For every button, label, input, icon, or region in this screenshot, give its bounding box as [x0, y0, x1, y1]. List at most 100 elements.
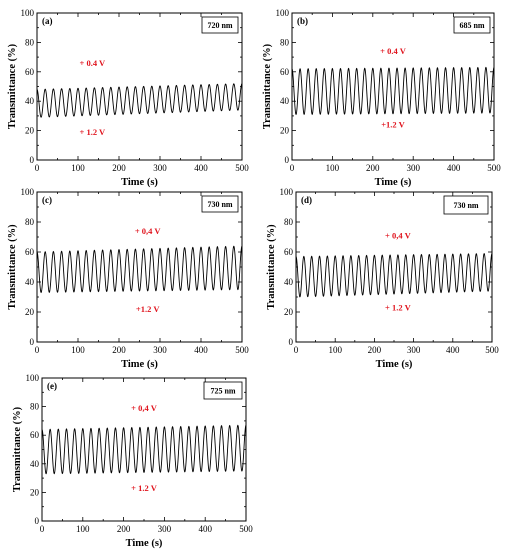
x-axis-title: Time (s) [121, 359, 158, 370]
annotation-colored-voltage: +1.2 V [136, 304, 160, 314]
wavelength-label: 730 nm [207, 200, 232, 209]
x-tick-label: 300 [153, 163, 167, 173]
x-tick-label: 0 [294, 345, 299, 355]
panel-label: (c) [42, 195, 52, 205]
transmittance-curve [36, 83, 243, 118]
y-tick-label: 100 [21, 187, 35, 197]
y-tick-label: 0 [285, 155, 290, 165]
y-tick-label: 0 [30, 337, 35, 347]
chart-panel-e: 0 100 200 300 400 500 0 20 40 60 80 100 Time (s) Tran… [12, 373, 253, 549]
annotation-bleached-voltage: + 0,4 V [135, 226, 162, 236]
annotation-colored-voltage: + 1.2 V [385, 303, 412, 313]
y-tick-label: 20 [280, 126, 290, 136]
x-tick-label: 500 [487, 163, 501, 173]
wavelength-box [201, 16, 239, 34]
y-tick-label: 40 [30, 459, 40, 469]
x-tick-label: 500 [485, 345, 499, 355]
x-tick-label: 400 [446, 345, 460, 355]
y-tick-label: 20 [25, 307, 35, 317]
y-axis-title: Transmittance (%) [262, 43, 273, 129]
x-axis-title: Time (s) [126, 538, 163, 549]
y-tick-label: 0 [289, 337, 294, 347]
wavelength-box [201, 195, 239, 213]
chart-panel-d: 0 100 200 300 400 500 0 20 40 60 80 100 Time (s) Tran… [266, 187, 499, 370]
wavelength-label: 725 nm [210, 387, 235, 396]
x-tick-label: 500 [239, 524, 253, 534]
x-tick-label: 100 [326, 163, 340, 173]
y-axis-title: Transmittance (%) [7, 43, 18, 129]
panel-label: (d) [301, 195, 312, 205]
annotation-bleached-voltage: + 0,4 V [131, 403, 158, 413]
wavelength-box [443, 195, 489, 215]
x-tick-label: 0 [40, 524, 45, 534]
annotation-bleached-voltage: + 0,4 V [385, 231, 412, 241]
wavelength-box [453, 16, 491, 34]
y-tick-label: 0 [30, 155, 35, 165]
x-tick-label: 200 [112, 163, 126, 173]
x-tick-label: 400 [194, 163, 208, 173]
y-tick-label: 40 [25, 277, 35, 287]
y-tick-label: 40 [280, 96, 290, 106]
x-tick-label: 300 [153, 345, 167, 355]
y-tick-label: 80 [25, 37, 35, 47]
chart-panel-a: 0 100 200 300 400 500 0 20 40 60 80 100 Time (s) Tran… [7, 8, 249, 188]
y-axis-title: Transmittance (%) [12, 406, 23, 492]
y-tick-label: 60 [30, 430, 40, 440]
transmittance-curve [295, 252, 493, 298]
y-tick-label: 20 [25, 126, 35, 136]
y-tick-label: 100 [280, 187, 294, 197]
transmittance-curve [36, 245, 243, 294]
x-axis-title: Time (s) [121, 177, 158, 188]
transmittance-curve [291, 66, 495, 116]
y-tick-label: 60 [284, 247, 294, 257]
y-tick-label: 20 [30, 487, 40, 497]
x-tick-label: 100 [76, 524, 90, 534]
y-tick-label: 20 [284, 307, 294, 317]
x-axis-title: Time (s) [376, 359, 413, 370]
x-tick-label: 300 [407, 345, 421, 355]
y-axis-title: Transmittance (%) [7, 224, 18, 310]
wavelength-label: 685 nm [459, 21, 484, 30]
annotation-colored-voltage: + 1.2 V [79, 127, 106, 137]
x-tick-label: 500 [235, 345, 249, 355]
x-tick-label: 0 [35, 163, 40, 173]
y-axis-title: Transmittance (%) [266, 224, 277, 310]
x-tick-label: 400 [194, 345, 208, 355]
y-tick-label: 80 [284, 217, 294, 227]
x-tick-label: 200 [117, 524, 131, 534]
y-tick-label: 80 [25, 217, 35, 227]
wavelength-label: 730 nm [453, 201, 478, 210]
y-tick-label: 100 [276, 8, 290, 18]
annotation-bleached-voltage: + 0.4 V [79, 58, 106, 68]
y-tick-label: 60 [25, 67, 35, 77]
chart-panel-c: 0 100 200 300 400 500 0 20 40 60 80 100 Time (s) Tran… [7, 187, 249, 370]
x-tick-label: 0 [35, 345, 40, 355]
x-tick-label: 0 [290, 163, 295, 173]
wavelength-label: 720 nm [207, 21, 232, 30]
y-tick-label: 60 [25, 247, 35, 257]
annotation-colored-voltage: + 1.2 V [131, 483, 158, 493]
y-tick-label: 0 [35, 516, 40, 526]
x-tick-label: 200 [368, 345, 382, 355]
annotation-colored-voltage: +1.2 V [381, 120, 405, 130]
x-tick-label: 100 [71, 345, 85, 355]
plot-frame [36, 12, 243, 161]
x-tick-label: 400 [447, 163, 461, 173]
x-tick-label: 500 [235, 163, 249, 173]
annotation-bleached-voltage: + 0.4 V [380, 46, 407, 56]
y-tick-label: 80 [280, 37, 290, 47]
y-tick-label: 100 [21, 8, 35, 18]
panel-label: (a) [42, 16, 53, 26]
x-tick-label: 300 [406, 163, 420, 173]
x-tick-label: 400 [198, 524, 212, 534]
panel-label: (b) [297, 16, 308, 26]
x-tick-label: 200 [112, 345, 126, 355]
x-tick-label: 200 [366, 163, 380, 173]
panel-label: (e) [47, 381, 57, 391]
y-tick-label: 100 [26, 373, 40, 383]
wavelength-box [203, 381, 243, 400]
y-tick-label: 40 [25, 96, 35, 106]
y-tick-label: 60 [280, 67, 290, 77]
x-tick-label: 100 [71, 163, 85, 173]
